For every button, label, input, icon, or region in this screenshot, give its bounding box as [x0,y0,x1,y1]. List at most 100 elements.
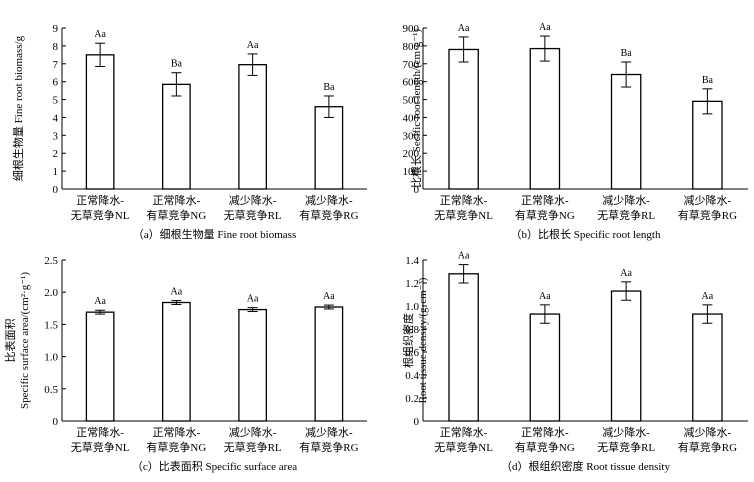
category-label-line2: 有草竞争NG [515,208,575,222]
significance-label: Aa [171,287,183,298]
bar [448,48,479,190]
y-tick-label: 800 [403,41,420,53]
y-tick-label: 0.2 [405,393,419,405]
significance-label: Ba [171,59,183,70]
panel-caption: （c）比表面积 Specific surface area [132,459,297,473]
significance-label: Ba [621,48,633,59]
y-tick-label: 3 [53,130,59,142]
y-tick-label: 700 [403,59,420,71]
significance-label: Aa [94,29,106,40]
category-label-line1: 减少降水- [684,193,732,207]
panel-caption: （d）根组织密度 Root tissue density [501,459,670,473]
category-label-line1: 正常降水- [153,425,201,439]
category-label-line2: 无草竞争NL [434,440,493,454]
category-label-line1: 减少降水- [602,193,650,207]
category-label-line2: 无草竞争RL [224,440,282,454]
chart-panel-d: 00.20.40.60.81.01.21.4 Aa正常降水-无草竞争NLAa正常降… [401,251,748,473]
significance-label: Aa [539,22,551,33]
y-tick-label: 7 [53,59,59,71]
category-label-line2: 无草竞争NL [434,208,493,222]
significance-label: Aa [620,268,632,279]
y-tick-label: 8 [53,41,59,53]
category-label-line1: 正常降水- [440,425,488,439]
category-label-line2: 有草竞争RG [299,440,358,454]
significance-label: Aa [458,23,470,34]
y-axis-title-line2: Root tissue density/(g·cm⁻³) [417,277,429,403]
y-tick-label: 0 [53,184,59,196]
category-label-line2: 有草竞争NG [515,440,575,454]
y-tick-label: 1.2 [405,278,419,290]
bar [610,290,642,422]
bar [161,83,191,190]
y-tick-label: 0.4 [405,370,419,382]
y-tick-label: 500 [403,95,420,107]
significance-label: Ba [702,75,714,86]
category-label-line2: 无草竞争RL [224,208,282,222]
category-label-line2: 有草竞争NG [146,440,206,454]
category-label-line1: 减少降水- [305,193,353,207]
significance-label: Aa [247,40,259,51]
y-tick-label: 0.6 [405,347,419,359]
category-label-line1: 减少降水- [684,425,732,439]
y-tick-label: 100 [403,166,420,178]
y-tick-label: 900 [403,23,420,35]
bar [529,47,561,190]
significance-label: Aa [539,291,551,302]
category-label-line1: 减少降水- [229,425,277,439]
significance-label: Aa [94,296,106,307]
y-tick-label: 9 [53,23,59,35]
y-tick-label: 4 [53,112,59,124]
category-label-line1: 正常降水- [153,193,201,207]
category-label-line1: 正常降水- [521,193,569,207]
bar [529,313,561,422]
category-label-line1: 正常降水- [440,193,488,207]
category-label-line1: 正常降水- [521,425,569,439]
y-tick-label: 0 [53,416,59,428]
y-tick-label: 1 [53,166,59,178]
significance-label: Aa [702,291,714,302]
panel-caption: （b）比根长 Specific root length [510,227,661,241]
category-label-line1: 减少降水- [305,425,353,439]
bar [161,301,191,422]
category-label-line2: 有草竞争RG [678,208,737,222]
bar [692,313,723,422]
y-tick-label: 1.4 [405,255,419,267]
category-label-line2: 无草竞争NL [71,440,130,454]
category-label-line2: 无草竞争NL [71,208,130,222]
y-tick-label: 5 [53,95,59,107]
y-tick-label: 600 [403,77,420,89]
bar [238,308,267,422]
significance-label: Ba [323,82,335,93]
y-tick-label: 0 [414,416,420,428]
y-tick-label: 300 [403,130,420,142]
y-tick-label: 2.5 [44,255,58,267]
category-label-line2: 有草竞争NG [146,208,206,222]
y-tick-label: 2 [53,148,59,160]
category-label-line1: 正常降水- [76,193,124,207]
bar [85,311,115,422]
bar [85,54,115,190]
category-label-line2: 有草竞争RG [678,440,737,454]
category-label-line2: 有草竞争RG [299,208,358,222]
y-tick-label: 0 [414,184,420,196]
significance-label: Aa [458,251,470,262]
bar [448,273,479,422]
y-axis-title-line1: 比表面积 [3,319,17,363]
bar [238,64,267,190]
y-tick-label: 6 [53,77,59,89]
category-label-line1: 减少降水- [602,425,650,439]
y-tick-label: 1.0 [44,352,58,364]
bar [314,106,344,190]
bar [314,306,344,422]
y-tick-label: 0.5 [44,384,58,396]
y-axis-title: 细根生物量 Fine root biomass/g [11,35,25,181]
category-label-line2: 无草竞争RL [597,208,655,222]
chart-panel-c: 00.51.01.52.02.5Aa正常降水-无草竞争NLAa正常降水-有草竞争… [3,255,367,473]
y-tick-label: 200 [403,148,420,160]
bar [610,73,642,190]
significance-label: Aa [247,294,259,305]
y-tick-label: 1.5 [44,319,58,331]
